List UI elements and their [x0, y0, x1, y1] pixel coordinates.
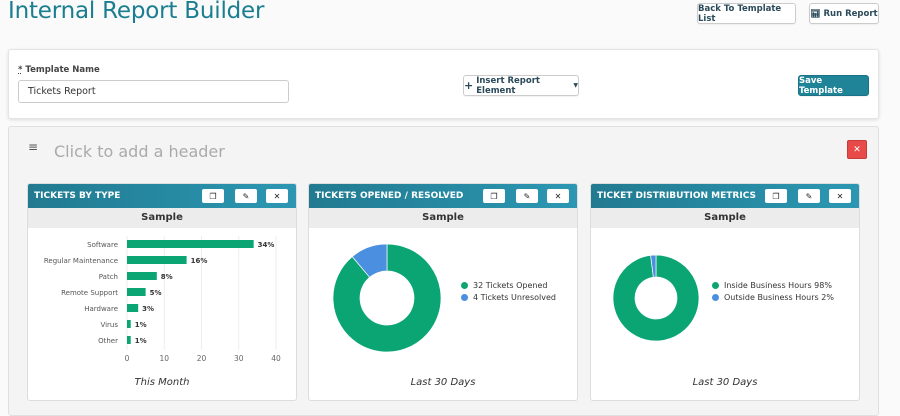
legend-dot — [712, 293, 719, 301]
card-caption: Last 30 Days — [692, 377, 758, 388]
run-label: Run Report — [823, 8, 878, 19]
bar — [127, 272, 157, 280]
sample-label: Sample — [591, 208, 859, 228]
duplicate-icon[interactable]: ❐ — [765, 189, 787, 203]
card-caption: This Month — [134, 377, 190, 388]
sample-label: Sample — [309, 208, 577, 228]
donut-chart — [612, 254, 700, 342]
template-form-panel: * Template Name Tickets Report + Insert R… — [8, 49, 879, 119]
duplicate-icon[interactable]: ❐ — [202, 189, 224, 203]
duplicate-icon[interactable]: ❐ — [483, 189, 505, 203]
caret-down-icon: ▼ — [573, 82, 578, 89]
insert-label: Insert Report Element — [476, 75, 540, 96]
data-label: 16% — [191, 257, 208, 265]
x-tick-label: 0 — [125, 354, 130, 363]
close-icon[interactable]: ✕ — [829, 189, 851, 203]
donut-slice — [332, 243, 442, 353]
drag-handle-icon[interactable]: ≡ — [28, 140, 39, 154]
template-name-text: Template Name — [25, 65, 100, 75]
category-label: Hardware — [84, 305, 118, 313]
legend-label: Outside Business Hours 2% — [724, 292, 834, 302]
legend-label: 4 Tickets Unresolved — [473, 292, 556, 302]
chart-legend: Inside Business Hours 98% Outside Busine… — [712, 279, 834, 303]
category-label: Regular Maintenance — [44, 257, 118, 265]
data-label: 3% — [142, 305, 154, 313]
bar — [127, 240, 254, 248]
donut-slice — [351, 243, 388, 278]
page-title: Internal Report Builder — [8, 0, 265, 24]
data-label: 5% — [150, 289, 162, 297]
bar — [127, 256, 187, 264]
section-header-placeholder[interactable]: Click to add a header — [54, 142, 225, 161]
card-ticket-distribution: TICKET DISTRIBUTION METRICS ❐ ✎ ✕ Sample… — [590, 183, 860, 401]
x-tick-label: 40 — [271, 354, 281, 363]
data-label: 34% — [258, 241, 275, 249]
x-tick-label: 20 — [197, 354, 207, 363]
bar — [127, 320, 131, 328]
category-label: Remote Support — [61, 289, 118, 297]
donut-chart — [332, 243, 442, 353]
back-to-template-list-button[interactable]: Back To Template List — [697, 3, 796, 24]
legend-dot — [712, 281, 719, 289]
bar-chart-icon: 📊︎ — [810, 9, 821, 18]
bar — [127, 336, 131, 344]
donut-slice — [612, 254, 700, 342]
data-label: 1% — [135, 337, 147, 345]
x-tick-label: 30 — [234, 354, 244, 363]
legend-label: Inside Business Hours 98% — [724, 280, 832, 290]
data-label: 8% — [161, 273, 173, 281]
legend-dot — [461, 293, 468, 301]
category-label: Other — [98, 337, 118, 345]
plus-icon: + — [464, 79, 474, 92]
close-icon[interactable]: ✕ — [266, 189, 288, 203]
close-icon[interactable]: ✕ — [547, 189, 569, 203]
x-tick-label: 10 — [159, 354, 169, 363]
legend-dot — [461, 281, 468, 289]
bar-chart: 0 10 20 30 40 Software 34% Regular Maintenance 1… — [44, 236, 281, 363]
delete-section-button[interactable]: ✕ — [847, 140, 867, 159]
edit-icon[interactable]: ✎ — [235, 189, 257, 203]
donut-slice — [650, 254, 657, 278]
data-label: 1% — [135, 321, 147, 329]
card-caption: Last 30 Days — [410, 377, 476, 388]
insert-report-element-dropdown[interactable]: + Insert Report Element ▼ — [463, 75, 579, 96]
run-report-button[interactable]: 📊︎ Run Report — [809, 3, 879, 24]
template-name-label: * Template Name — [18, 65, 100, 75]
save-template-button[interactable]: Save Template — [798, 75, 869, 96]
required-mark: * — [18, 65, 23, 75]
edit-icon[interactable]: ✎ — [798, 189, 820, 203]
back-label: Back To Template List — [698, 3, 782, 24]
category-label: Patch — [99, 273, 118, 281]
chart-legend: 32 Tickets Opened 4 Tickets Unresolved — [461, 279, 556, 303]
legend-label: 32 Tickets Opened — [473, 280, 548, 290]
template-name-input[interactable]: Tickets Report — [18, 80, 289, 103]
category-label: Software — [87, 241, 118, 249]
card-tickets-opened-resolved: TICKETS OPENED / RESOLVED ❐ ✎ ✕ Sample 3… — [308, 183, 578, 401]
category-label: Virus — [100, 321, 118, 329]
bar — [127, 304, 139, 312]
card-tickets-by-type: TICKETS BY TYPE ❐ ✎ ✕ Sample 0 10 20 30 40 So… — [27, 183, 297, 401]
bar — [127, 288, 146, 296]
sample-label: Sample — [28, 208, 296, 228]
edit-icon[interactable]: ✎ — [516, 189, 538, 203]
